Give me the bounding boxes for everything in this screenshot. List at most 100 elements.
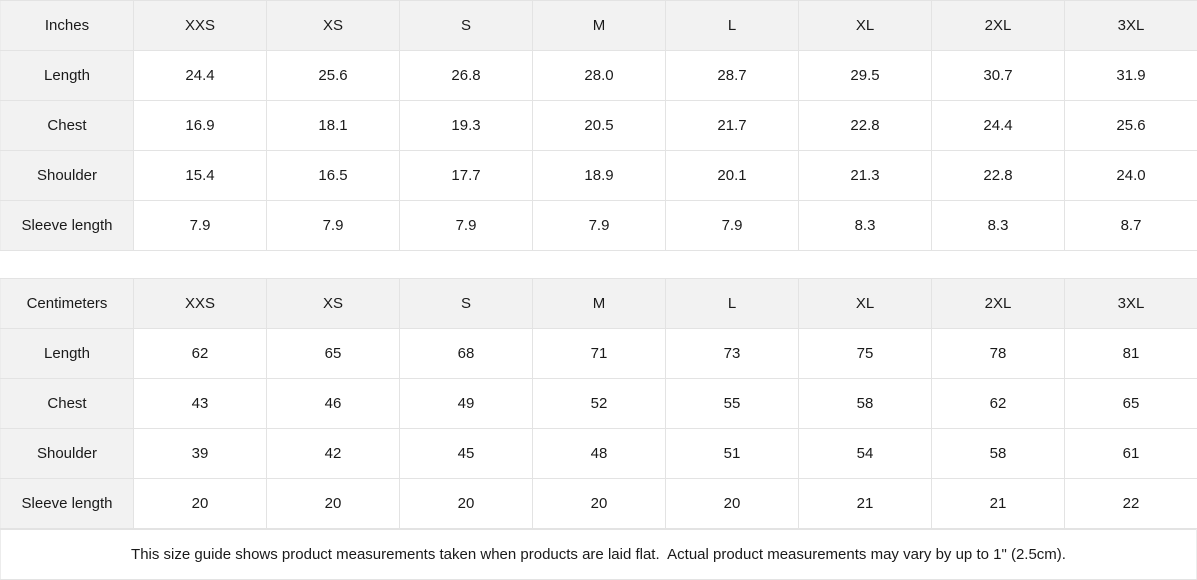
table-cell: 20 (266, 478, 400, 529)
table-cell: 25.6 (266, 50, 400, 101)
table-cell: 21.7 (665, 100, 799, 151)
table-cell: 42 (266, 428, 400, 479)
row-label-shoulder: Shoulder (0, 150, 134, 201)
table-cell: 65 (1064, 378, 1197, 429)
table-cell: 18.9 (532, 150, 666, 201)
table-cell: 49 (399, 378, 533, 429)
table-cell: 24.0 (1064, 150, 1197, 201)
table-cell: 7.9 (133, 200, 267, 251)
table-cell: 46 (266, 378, 400, 429)
centimeters-size-table: Centimeters XXS XS S M L XL 2XL 3XL Leng… (0, 278, 1197, 529)
table-cell: 62 (133, 328, 267, 379)
size-header-s: S (399, 278, 533, 329)
table-cell: 39 (133, 428, 267, 479)
row-label-sleeve-length: Sleeve length (0, 478, 134, 529)
table-cell: 61 (1064, 428, 1197, 479)
table-cell: 68 (399, 328, 533, 379)
table-separator-gap (0, 251, 1197, 278)
table-cell: 45 (399, 428, 533, 479)
size-header-m: M (532, 278, 666, 329)
table-row: Length 24.4 25.6 26.8 28.0 28.7 29.5 30.… (0, 50, 1197, 101)
table-cell: 43 (133, 378, 267, 429)
size-header-xs: XS (266, 278, 400, 329)
table-cell: 48 (532, 428, 666, 479)
table-cell: 22.8 (931, 150, 1065, 201)
table-cell: 8.3 (798, 200, 932, 251)
table-cell: 17.7 (399, 150, 533, 201)
table-cell: 78 (931, 328, 1065, 379)
table-cell: 20 (133, 478, 267, 529)
table-cell: 58 (798, 378, 932, 429)
table-cell: 26.8 (399, 50, 533, 101)
centimeters-unit-header: Centimeters (0, 278, 134, 329)
table-cell: 21 (798, 478, 932, 529)
table-cell: 55 (665, 378, 799, 429)
table-cell: 24.4 (931, 100, 1065, 151)
table-row: Chest 43 46 49 52 55 58 62 65 (0, 378, 1197, 429)
table-cell: 7.9 (665, 200, 799, 251)
table-cell: 22 (1064, 478, 1197, 529)
table-cell: 20.1 (665, 150, 799, 201)
size-header-xxs: XXS (133, 0, 267, 51)
table-row: Shoulder 15.4 16.5 17.7 18.9 20.1 21.3 2… (0, 150, 1197, 201)
size-header-2xl: 2XL (931, 278, 1065, 329)
table-cell: 71 (532, 328, 666, 379)
table-row: Sleeve length 7.9 7.9 7.9 7.9 7.9 8.3 8.… (0, 200, 1197, 251)
inches-table-body: Length 24.4 25.6 26.8 28.0 28.7 29.5 30.… (0, 50, 1197, 251)
table-cell: 20 (665, 478, 799, 529)
table-row: Sleeve length 20 20 20 20 20 21 21 22 (0, 478, 1197, 529)
table-cell: 28.0 (532, 50, 666, 101)
table-cell: 73 (665, 328, 799, 379)
table-cell: 18.1 (266, 100, 400, 151)
size-guide-footnote-table: This size guide shows product measuremen… (0, 529, 1197, 580)
table-cell: 20 (399, 478, 533, 529)
table-cell: 62 (931, 378, 1065, 429)
size-header-xs: XS (266, 0, 400, 51)
table-cell: 54 (798, 428, 932, 479)
table-cell: 52 (532, 378, 666, 429)
table-cell: 8.7 (1064, 200, 1197, 251)
table-cell: 58 (931, 428, 1065, 479)
table-cell: 28.7 (665, 50, 799, 101)
row-label-chest: Chest (0, 100, 134, 151)
table-row: Chest 16.9 18.1 19.3 20.5 21.7 22.8 24.4… (0, 100, 1197, 151)
table-cell: 65 (266, 328, 400, 379)
size-header-l: L (665, 278, 799, 329)
row-label-length: Length (0, 328, 134, 379)
table-cell: 25.6 (1064, 100, 1197, 151)
centimeters-table-body: Length 62 65 68 71 73 75 78 81 Chest 43 … (0, 328, 1197, 529)
inches-unit-header: Inches (0, 0, 134, 51)
size-guide-footnote: This size guide shows product measuremen… (0, 529, 1197, 580)
footnote-row: This size guide shows product measuremen… (0, 529, 1197, 580)
row-label-chest: Chest (0, 378, 134, 429)
table-cell: 21 (931, 478, 1065, 529)
size-header-l: L (665, 0, 799, 51)
table-cell: 29.5 (798, 50, 932, 101)
table-cell: 7.9 (532, 200, 666, 251)
size-header-2xl: 2XL (931, 0, 1065, 51)
size-header-xl: XL (798, 0, 932, 51)
size-header-3xl: 3XL (1064, 0, 1197, 51)
table-cell: 30.7 (931, 50, 1065, 101)
table-cell: 19.3 (399, 100, 533, 151)
table-cell: 22.8 (798, 100, 932, 151)
table-header-row: Centimeters XXS XS S M L XL 2XL 3XL (0, 278, 1197, 329)
table-header-row: Inches XXS XS S M L XL 2XL 3XL (0, 0, 1197, 51)
table-cell: 8.3 (931, 200, 1065, 251)
table-cell: 75 (798, 328, 932, 379)
row-label-shoulder: Shoulder (0, 428, 134, 479)
row-label-length: Length (0, 50, 134, 101)
table-cell: 7.9 (399, 200, 533, 251)
table-cell: 20.5 (532, 100, 666, 151)
table-cell: 7.9 (266, 200, 400, 251)
table-cell: 16.9 (133, 100, 267, 151)
table-cell: 21.3 (798, 150, 932, 201)
table-cell: 15.4 (133, 150, 267, 201)
size-header-xxs: XXS (133, 278, 267, 329)
table-row: Shoulder 39 42 45 48 51 54 58 61 (0, 428, 1197, 479)
size-header-3xl: 3XL (1064, 278, 1197, 329)
table-cell: 16.5 (266, 150, 400, 201)
table-cell: 20 (532, 478, 666, 529)
size-header-m: M (532, 0, 666, 51)
